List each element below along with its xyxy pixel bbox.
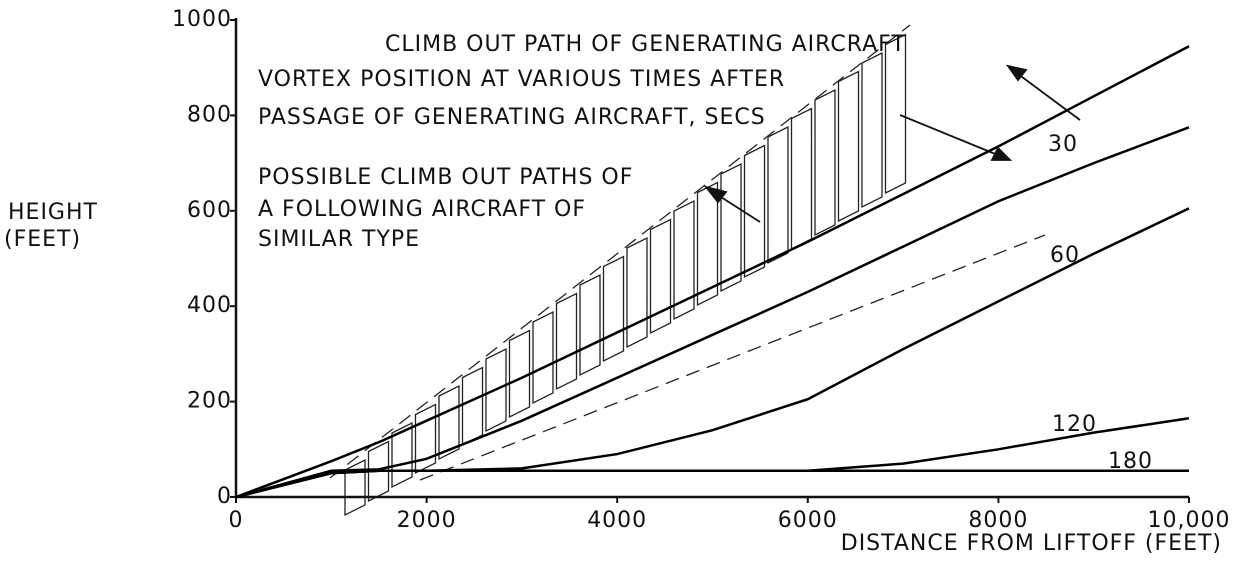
possible-paths-band — [329, 24, 1046, 517]
annotation: POSSIBLE CLIMB OUT PATHS OF — [258, 165, 633, 190]
line — [235, 469, 1189, 499]
series-label: CLIMB OUT PATH OF GENERATING AIRCRAFT — [385, 32, 906, 57]
annotation: VORTEX POSITION AT VARIOUS TIMES AFTER — [258, 67, 785, 92]
y-label: (FEET) — [4, 227, 81, 252]
series-label: 60 — [1050, 243, 1080, 268]
x-tick-label: 4000 — [587, 508, 647, 533]
x-tick-label: 10,000 — [1148, 508, 1231, 533]
series-label: 120 — [1052, 412, 1097, 437]
x-tick-label: 6000 — [778, 508, 838, 533]
x-tick-label: 0 — [229, 508, 244, 533]
y-tick-label: 1000 — [172, 7, 232, 32]
x-label: DISTANCE FROM LIFTOFF (FEET) — [841, 531, 1222, 556]
y-tick-label: 800 — [187, 102, 232, 127]
y-label: HEIGHT — [8, 200, 98, 225]
y-tick-label: 0 — [217, 484, 232, 509]
line — [235, 45, 1190, 499]
line — [235, 126, 1190, 499]
series-label: 180 — [1108, 449, 1153, 474]
x-tick-label: 2000 — [397, 508, 457, 533]
series-label: 30 — [1048, 132, 1078, 157]
y-tick-label: 400 — [187, 293, 232, 318]
y-tick-label: 600 — [187, 198, 232, 223]
annotation: PASSAGE OF GENERATING AIRCRAFT, SECS — [258, 105, 766, 130]
annotation: A FOLLOWING AIRCRAFT OF — [258, 197, 586, 222]
y-tick-label: 200 — [187, 389, 232, 414]
x-tick-label: 8000 — [968, 508, 1028, 533]
annotation: SIMILAR TYPE — [258, 227, 420, 252]
